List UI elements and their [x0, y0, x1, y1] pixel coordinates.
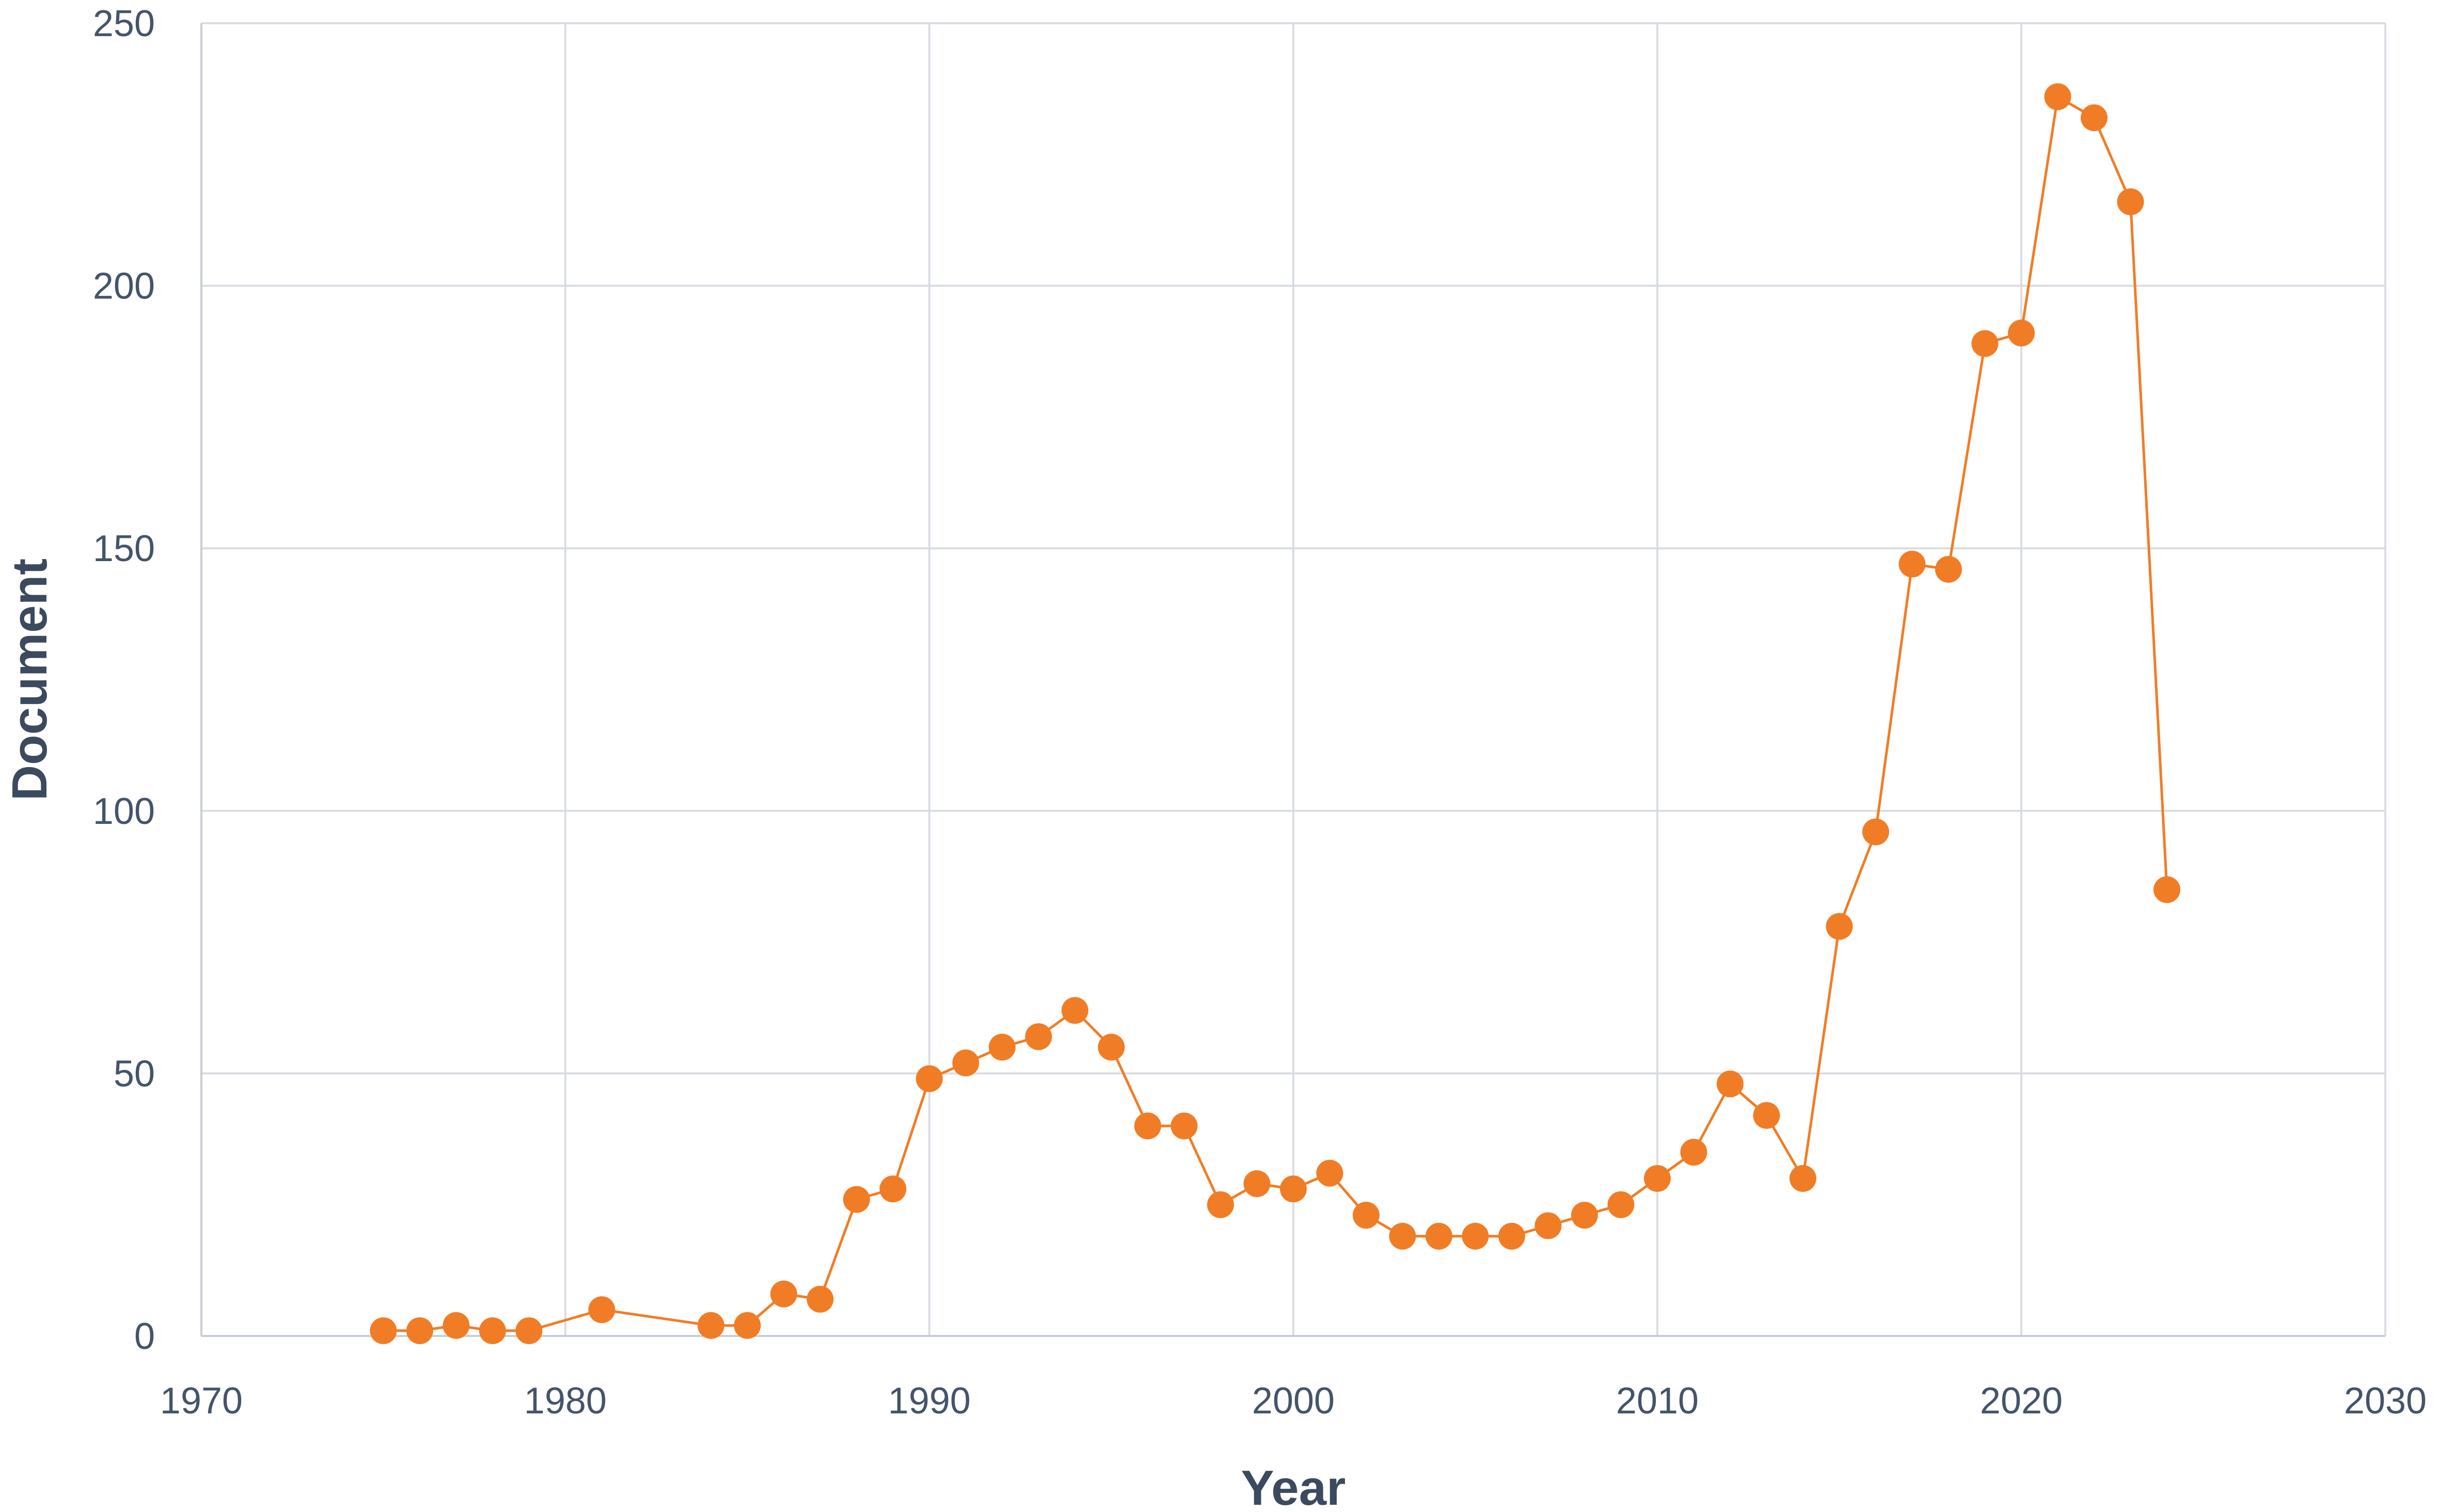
x-axis-title: Year — [1241, 1460, 1346, 1512]
y-tick-label: 250 — [93, 3, 155, 44]
y-axis-title: Document — [2, 559, 57, 801]
y-tick-label: 150 — [93, 528, 155, 569]
data-point — [1062, 997, 1088, 1024]
data-point — [1316, 1159, 1343, 1187]
data-point — [1862, 818, 1889, 846]
data-point — [1498, 1222, 1525, 1250]
data-point — [1389, 1222, 1416, 1250]
data-point — [1243, 1170, 1271, 1198]
data-point — [442, 1312, 470, 1339]
data-point — [479, 1317, 506, 1344]
x-tick-label: 2000 — [1252, 1380, 1335, 1422]
data-point — [1571, 1202, 1598, 1229]
x-tick-label: 1980 — [524, 1380, 607, 1422]
data-point — [843, 1186, 870, 1213]
data-point — [1644, 1165, 1671, 1192]
data-point — [1280, 1175, 1307, 1203]
y-tick-label: 200 — [93, 266, 155, 307]
data-point — [1025, 1023, 1052, 1051]
data-point — [1898, 550, 1926, 578]
data-point — [952, 1049, 979, 1077]
data-point — [1098, 1033, 1125, 1061]
x-tick-label: 2020 — [1980, 1380, 2063, 1422]
data-point — [734, 1312, 761, 1339]
axes — [200, 23, 2385, 1337]
data-point — [806, 1285, 834, 1313]
data-point — [1753, 1102, 1780, 1129]
data-point — [1935, 555, 1962, 583]
data-point — [1789, 1165, 1816, 1192]
x-tick-label: 1990 — [888, 1380, 971, 1422]
y-tick-labels: 0 50 100 150 200 250 — [93, 3, 155, 1357]
data-point — [1826, 913, 1853, 940]
data-point — [370, 1317, 397, 1344]
y-tick-label: 0 — [134, 1316, 155, 1357]
data-point — [1353, 1202, 1380, 1229]
data-point — [2044, 83, 2071, 110]
data-point — [2081, 104, 2108, 132]
data-point — [1971, 330, 1999, 357]
data-point — [989, 1033, 1016, 1061]
data-point — [1607, 1191, 1635, 1218]
data-point — [1207, 1191, 1234, 1218]
data-point — [406, 1317, 433, 1344]
data-point — [1680, 1138, 1707, 1166]
data-point — [770, 1280, 797, 1308]
data-point — [2117, 188, 2144, 215]
series-line — [383, 94, 2168, 1332]
data-point — [1134, 1112, 1161, 1140]
data-point — [515, 1317, 543, 1344]
data-point — [1717, 1070, 1744, 1097]
y-tick-label: 50 — [114, 1053, 155, 1094]
x-tick-label: 2030 — [2344, 1380, 2427, 1422]
data-point — [1462, 1222, 1489, 1250]
data-points — [370, 83, 2180, 1344]
grid-lines — [201, 22, 2386, 1336]
data-point — [1426, 1222, 1452, 1250]
data-point — [879, 1175, 907, 1203]
data-point — [1534, 1212, 1562, 1239]
data-point — [2153, 876, 2180, 903]
x-tick-label: 2010 — [1616, 1380, 1699, 1422]
data-point — [698, 1312, 724, 1339]
data-point — [916, 1065, 943, 1092]
data-point — [1170, 1112, 1198, 1140]
data-point — [588, 1296, 615, 1324]
y-tick-label: 100 — [93, 791, 155, 832]
x-tick-label: 1970 — [160, 1380, 243, 1422]
data-point — [2008, 320, 2035, 347]
x-tick-labels: 1970 1980 1990 2000 2010 2020 2030 — [160, 1380, 2427, 1422]
